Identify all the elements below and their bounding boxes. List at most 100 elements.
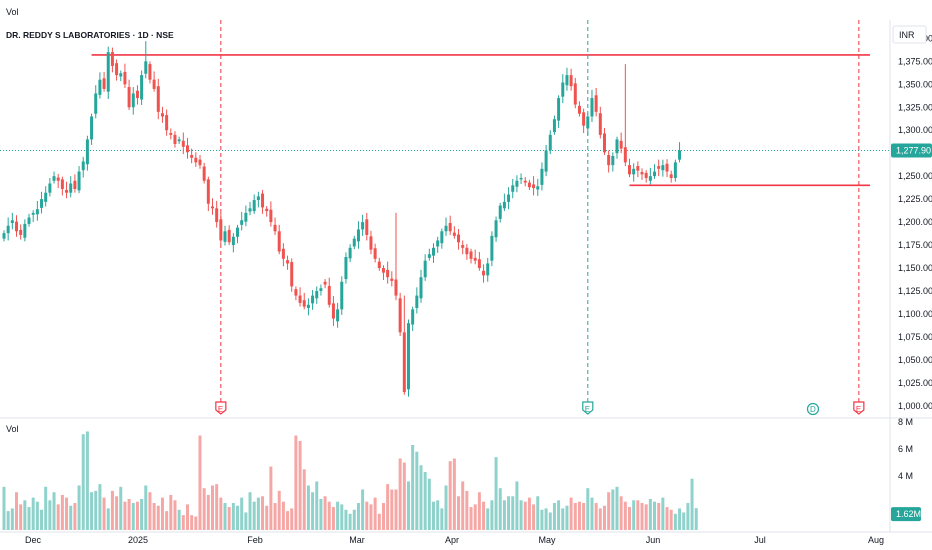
candle-body <box>419 277 423 299</box>
volume-bar <box>23 500 27 530</box>
volume-bar <box>115 496 119 530</box>
candle-body <box>611 155 615 166</box>
volume-bar <box>81 434 85 530</box>
candle-body <box>427 254 431 258</box>
candle-body <box>665 163 669 172</box>
candle-body <box>173 134 177 145</box>
candle-body <box>240 220 244 225</box>
volume-bar <box>623 501 627 530</box>
volume-bar <box>19 504 23 530</box>
candle-body <box>40 199 44 208</box>
volume-bar <box>406 481 410 530</box>
volume-bar <box>265 505 269 530</box>
volume-bar <box>315 481 319 530</box>
volume-bar <box>206 494 210 530</box>
volume-bar <box>356 503 360 530</box>
volume-pane-label: Vol <box>6 424 19 434</box>
volume-bar <box>219 497 223 530</box>
volume-bar <box>140 498 144 530</box>
candle-body <box>498 205 502 219</box>
price-tick-label: 1,000.00 <box>898 401 932 411</box>
volume-bar <box>394 489 398 530</box>
volume-bar <box>523 501 527 530</box>
time-axis[interactable]: Dec 2025 Feb Mar Apr May Jun Jul Aug <box>25 535 884 545</box>
price-tick-label: 1,050.00 <box>898 355 932 365</box>
volume-bar <box>502 500 506 530</box>
volume-bar <box>106 508 110 530</box>
candle-body <box>415 295 419 308</box>
candle-body <box>273 224 277 232</box>
volume-bar <box>411 444 415 530</box>
volume-bar <box>477 492 481 530</box>
candle-body <box>236 227 240 237</box>
currency-box[interactable] <box>892 25 927 44</box>
grid <box>0 20 932 533</box>
volume-bar <box>190 515 194 530</box>
volume-bar <box>240 497 244 530</box>
price-axis[interactable]: 1,000.00 1,025.00 1,050.00 1,075.00 1,100.00… <box>891 33 932 411</box>
event-badge-letter: E <box>585 405 590 414</box>
candle-body <box>444 225 448 232</box>
candle-body <box>365 219 369 235</box>
volume-bar <box>202 488 206 530</box>
volume-bar <box>586 488 590 530</box>
candle-body <box>23 223 27 238</box>
volume-bar <box>110 490 114 530</box>
volume-bar <box>336 501 340 530</box>
price-tick-label: 1,300.00 <box>898 125 932 135</box>
candle-body <box>281 248 285 259</box>
candle-body <box>577 105 581 114</box>
candle-body <box>256 196 260 201</box>
dividend-badge <box>806 402 820 416</box>
candle-body <box>519 178 523 180</box>
horizontal-levels[interactable] <box>0 54 890 187</box>
candle-body <box>115 63 119 76</box>
candle-body <box>81 161 85 171</box>
volume-bar <box>60 494 64 530</box>
volume-bar <box>102 497 106 530</box>
candle-body <box>181 140 185 147</box>
candle-body <box>473 257 477 261</box>
volume-bar <box>185 504 189 530</box>
candle-body <box>607 155 611 166</box>
time-tick-label: Jun <box>646 535 661 545</box>
volume-bar <box>244 512 248 530</box>
candle-body <box>261 193 265 208</box>
candle-body <box>223 231 227 242</box>
volume-bar <box>628 507 631 530</box>
time-tick-label: 2025 <box>128 535 148 545</box>
candle-body <box>377 261 381 269</box>
volume-bar <box>85 431 89 530</box>
candle-body <box>386 269 390 278</box>
candle-body <box>52 176 56 181</box>
volume-bar <box>536 496 540 530</box>
volume-bar <box>227 507 231 530</box>
price-tick-label: 1,175.00 <box>898 240 932 250</box>
volume-bar <box>6 511 10 530</box>
time-tick-label: May <box>538 535 556 545</box>
volume-bar <box>198 435 202 530</box>
candle-body <box>73 180 77 190</box>
volume-bar <box>73 503 77 530</box>
volume-bar <box>94 490 98 530</box>
volume-bar <box>665 507 669 530</box>
volume-bar <box>173 500 177 530</box>
event-badge-letter: D <box>810 405 816 414</box>
volume-bar <box>686 503 690 530</box>
candle-body <box>557 98 561 121</box>
price-tick-label: 1,125.00 <box>898 286 932 296</box>
candle-body <box>123 71 127 85</box>
candle-body <box>361 222 365 230</box>
candle-body <box>502 201 506 209</box>
candle-body <box>190 155 194 158</box>
price-tick-label: 1,025.00 <box>898 378 932 388</box>
candle-body <box>340 281 344 310</box>
candle-body <box>448 223 452 232</box>
volume-bar <box>52 492 56 530</box>
volume-bar <box>48 500 52 530</box>
volume-bar <box>148 492 152 530</box>
candle-body <box>298 295 302 303</box>
